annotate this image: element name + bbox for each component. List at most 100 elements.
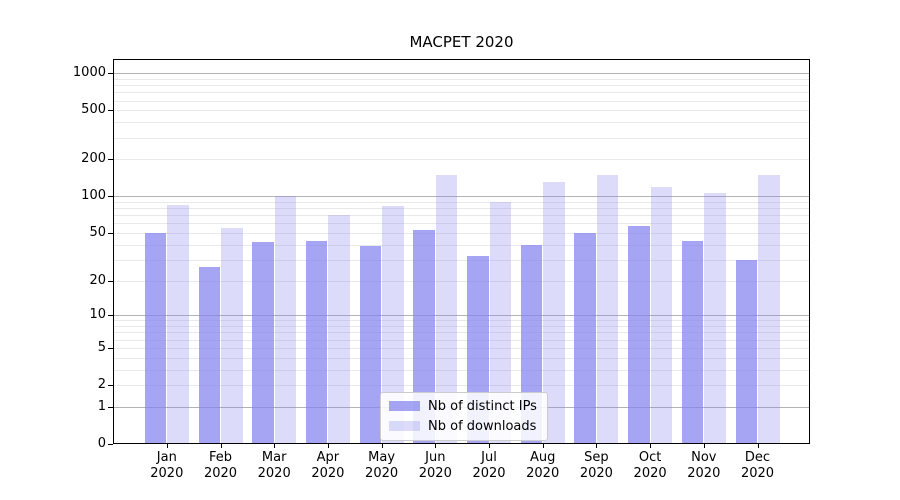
bar-ips-apr [305, 240, 328, 444]
y-tick-label: 1 [97, 398, 106, 414]
y-tick-mark [108, 406, 113, 408]
gridline-minor [113, 369, 810, 371]
legend-label-downloads: Nb of downloads [428, 418, 537, 434]
gridline-minor [113, 244, 810, 246]
plot-area [113, 59, 810, 444]
gridline-minor [113, 85, 810, 87]
y-tick-label: 200 [81, 151, 106, 167]
legend-swatch-distinct-ips [389, 401, 420, 411]
legend-label-distinct-ips: Nb of distinct IPs [428, 398, 537, 414]
gridline-minor [113, 259, 810, 261]
bar-downloads-dec [758, 174, 780, 444]
x-tick-label-jun: Jun 2020 [418, 450, 452, 481]
y-tick-mark [108, 196, 113, 198]
gridline-minor [113, 78, 810, 80]
gridline-minor [113, 357, 810, 359]
y-tick-label: 500 [81, 102, 106, 118]
bar-downloads-sep [596, 174, 619, 444]
gridline-minor [113, 92, 810, 94]
bar-downloads-aug [543, 182, 565, 444]
x-tick-label-aug: Aug 2020 [526, 450, 560, 481]
bar-downloads-feb [221, 228, 243, 444]
y-tick-label: 1000 [72, 65, 106, 81]
bar-downloads-apr [328, 214, 350, 444]
x-tick-label-may: May 2020 [365, 450, 399, 481]
gridline-minor [113, 110, 810, 112]
bar-ips-nov [681, 240, 704, 444]
bar-ips-jan [144, 233, 167, 444]
y-tick-label: 2 [97, 377, 106, 392]
bar-ips-dec [735, 259, 757, 444]
x-tick-label-apr: Apr 2020 [311, 450, 345, 481]
chart-title: MACPET 2020 [409, 33, 514, 51]
x-tick-label-dec: Dec 2020 [740, 450, 775, 481]
gridline-minor [113, 385, 810, 386]
legend: Nb of distinct IPs Nb of downloads [380, 392, 548, 441]
gridline-major [113, 196, 810, 198]
x-tick-mark [757, 444, 759, 448]
gridline-minor [113, 223, 810, 225]
gridline-minor [113, 332, 810, 334]
x-tick-mark [489, 444, 490, 448]
bar-ips-sep [574, 233, 596, 444]
bar-ips-mar [252, 242, 274, 444]
bar-ips-jun [413, 229, 435, 444]
bar-downloads-oct [650, 186, 673, 444]
x-tick-mark [274, 444, 276, 448]
gridline-minor [113, 280, 810, 282]
x-tick-label-sep: Sep 2020 [579, 450, 613, 481]
gridline-minor [113, 122, 810, 124]
x-tick-mark [381, 444, 383, 448]
gridline-minor [113, 100, 810, 102]
y-tick-mark [108, 73, 113, 75]
x-tick-mark [650, 444, 652, 448]
legend-item-distinct-ips: Nb of distinct IPs [389, 398, 537, 414]
y-tick-label: 0 [97, 436, 106, 451]
bar-downloads-jul [489, 201, 511, 444]
bar-ips-may [359, 246, 382, 444]
y-tick-mark [108, 280, 113, 282]
gridline-minor [113, 320, 810, 322]
y-tick-label: 5 [97, 339, 106, 355]
x-tick-mark [220, 444, 222, 448]
x-tick-label-jan: Jan 2020 [150, 450, 184, 481]
x-tick-mark [435, 444, 437, 448]
gridline-minor [113, 326, 810, 328]
x-tick-mark [327, 444, 329, 448]
bar-downloads-jan [167, 205, 189, 444]
x-tick-mark [542, 444, 544, 448]
gridline-minor [113, 347, 810, 349]
gridline-minor [113, 208, 810, 210]
y-tick-label: 50 [89, 225, 106, 240]
bar-downloads-may [382, 206, 404, 444]
legend-swatch-downloads [389, 421, 420, 431]
y-tick-label: 20 [89, 272, 106, 288]
bar-ips-oct [628, 226, 650, 444]
y-tick-mark [108, 385, 113, 386]
x-tick-mark [596, 444, 598, 448]
y-tick-mark [108, 444, 113, 445]
gridline-major [113, 73, 810, 75]
y-tick-mark [108, 110, 113, 112]
y-tick-mark [108, 347, 113, 349]
x-tick-label-nov: Nov 2020 [687, 450, 721, 481]
gridline-minor [113, 137, 810, 139]
gridline-minor [113, 159, 810, 161]
x-tick-mark [166, 444, 168, 448]
gridline-minor [113, 201, 810, 203]
x-tick-label-feb: Feb 2020 [203, 450, 238, 481]
x-tick-label-oct: Oct 2020 [633, 450, 667, 481]
y-tick-label: 10 [89, 307, 106, 323]
gridline-major [113, 315, 810, 317]
y-tick-mark [108, 315, 113, 317]
legend-item-downloads: Nb of downloads [389, 418, 537, 434]
bar-downloads-nov [704, 192, 726, 444]
gridline-minor [113, 233, 810, 234]
y-tick-label: 100 [81, 188, 106, 204]
gridline-minor [113, 339, 810, 341]
bar-downloads-mar [274, 195, 297, 444]
x-tick-label-mar: Mar 2020 [257, 450, 291, 481]
y-tick-mark [108, 233, 113, 234]
x-tick-mark [703, 444, 705, 448]
